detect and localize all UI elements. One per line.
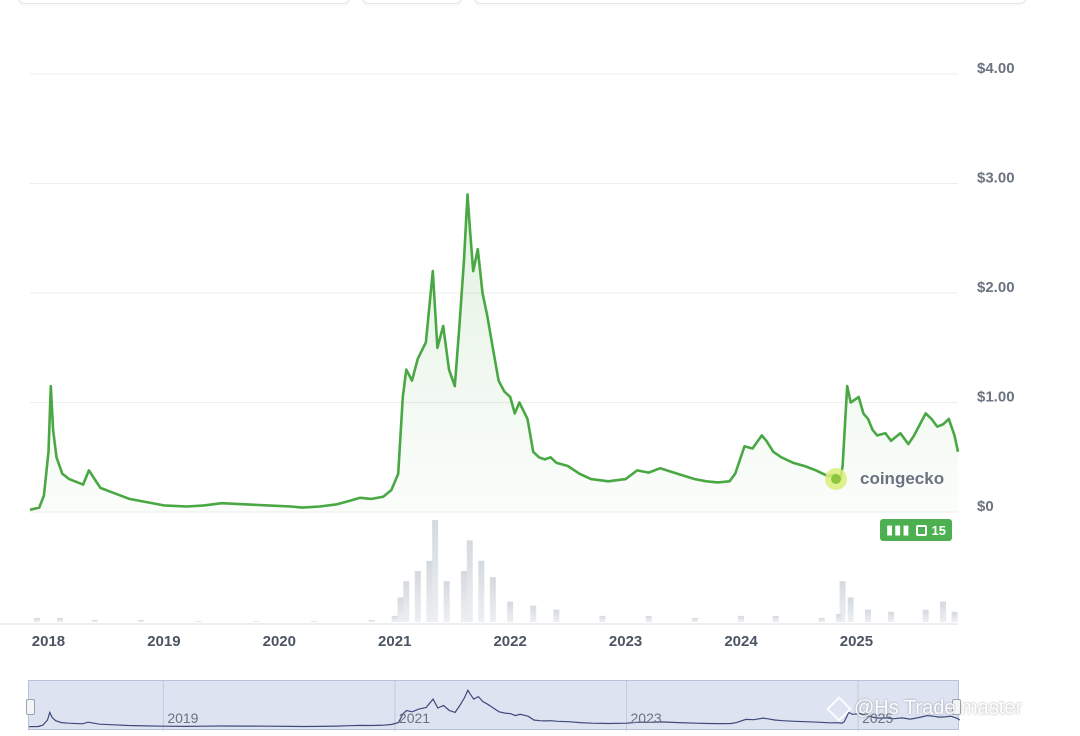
- x-tick-label: 2018: [32, 633, 65, 650]
- volume-bar: [772, 615, 779, 622]
- volume-bar: [847, 597, 854, 622]
- volume-bar: [397, 597, 404, 622]
- y-tick-label: $2.00: [977, 279, 1015, 296]
- price-series-line: [29, 193, 960, 512]
- x-tick-label: 2019: [147, 633, 180, 650]
- volume-bar: [530, 605, 537, 622]
- navigator-labels: 2019 2021 2023 2025: [167, 710, 893, 726]
- volume-bar: [836, 613, 843, 622]
- volume-bar: [368, 619, 375, 622]
- navigator-label: 2025: [862, 710, 893, 726]
- volume-bar: [839, 581, 846, 622]
- newspaper-icon: [915, 524, 927, 536]
- volume-bar: [951, 611, 958, 622]
- volume-bar: [553, 609, 560, 622]
- x-tick-label: 2023: [609, 633, 642, 650]
- volume-bar: [426, 560, 433, 622]
- volume-bars: [33, 520, 958, 622]
- x-tick-label: 2025: [840, 633, 873, 650]
- volume-bar: [818, 617, 825, 622]
- navigator-label: 2023: [631, 710, 662, 726]
- x-tick-label: 2021: [378, 633, 411, 650]
- news-badge[interactable]: ▮▮▮ 15: [880, 519, 952, 541]
- price-area-fill: [30, 194, 958, 512]
- volume-bar: [414, 571, 421, 622]
- volume-bar: [691, 617, 698, 622]
- volume-bar: [939, 601, 946, 622]
- volume-bar: [599, 615, 606, 622]
- volume-bar: [466, 540, 473, 622]
- volume-bar: [253, 620, 260, 622]
- volume-bar: [91, 619, 98, 622]
- range-navigator[interactable]: 2019 2021 2023 2025: [26, 680, 961, 731]
- volume-bar: [460, 571, 467, 622]
- y-tick-label: $1.00: [977, 389, 1015, 406]
- y-tick-label: $0: [977, 498, 994, 515]
- volume-bar: [478, 560, 485, 622]
- y-tick-label: $3.00: [977, 170, 1015, 187]
- volume-bar: [443, 581, 450, 622]
- volume-bar: [432, 520, 439, 622]
- y-axis: $4.00 $3.00 $2.00 $1.00 $0: [977, 60, 1015, 515]
- binance-icon: [826, 695, 852, 722]
- volume-bar: [195, 620, 202, 622]
- volume-bar: [864, 609, 871, 622]
- volume-bar: [888, 611, 895, 622]
- logo-text: coingecko: [860, 469, 944, 488]
- volume-bar: [391, 615, 398, 622]
- coingecko-logo: coingecko: [825, 468, 944, 490]
- navigator-label: 2021: [399, 710, 430, 726]
- x-tick-label: 2020: [263, 633, 296, 650]
- volume-bar: [137, 619, 144, 622]
- navigator-right-handle[interactable]: [952, 699, 961, 715]
- volume-bar: [403, 581, 410, 622]
- top-controls: [0, 0, 1080, 6]
- watermark: @Hs Trade master: [826, 695, 1023, 722]
- x-tick-label: 2022: [493, 633, 526, 650]
- volume-bar: [738, 615, 745, 622]
- navigator-left-handle[interactable]: [26, 699, 35, 715]
- navigator-series-line: [29, 689, 960, 728]
- bars-icon: ▮▮▮: [886, 522, 911, 537]
- volume-bar: [507, 601, 514, 622]
- navigator-grid: [162, 681, 859, 731]
- navigator-label: 2019: [167, 710, 198, 726]
- y-tick-label: $4.00: [977, 60, 1015, 77]
- volume-bar: [57, 617, 64, 622]
- volume-bar: [33, 617, 40, 622]
- x-axis: 2018 2019 2020 2021 2022 2023 2024 2025: [32, 633, 873, 650]
- x-tick-label: 2024: [724, 633, 758, 650]
- badge-count: 15: [931, 522, 946, 538]
- volume-bar: [489, 577, 496, 622]
- volume-bar: [645, 615, 652, 622]
- volume-bar: [310, 620, 317, 622]
- watermark-text: @Hs Trade master: [854, 697, 1023, 719]
- volume-bar: [922, 609, 929, 622]
- gecko-icon-inner: [831, 474, 841, 484]
